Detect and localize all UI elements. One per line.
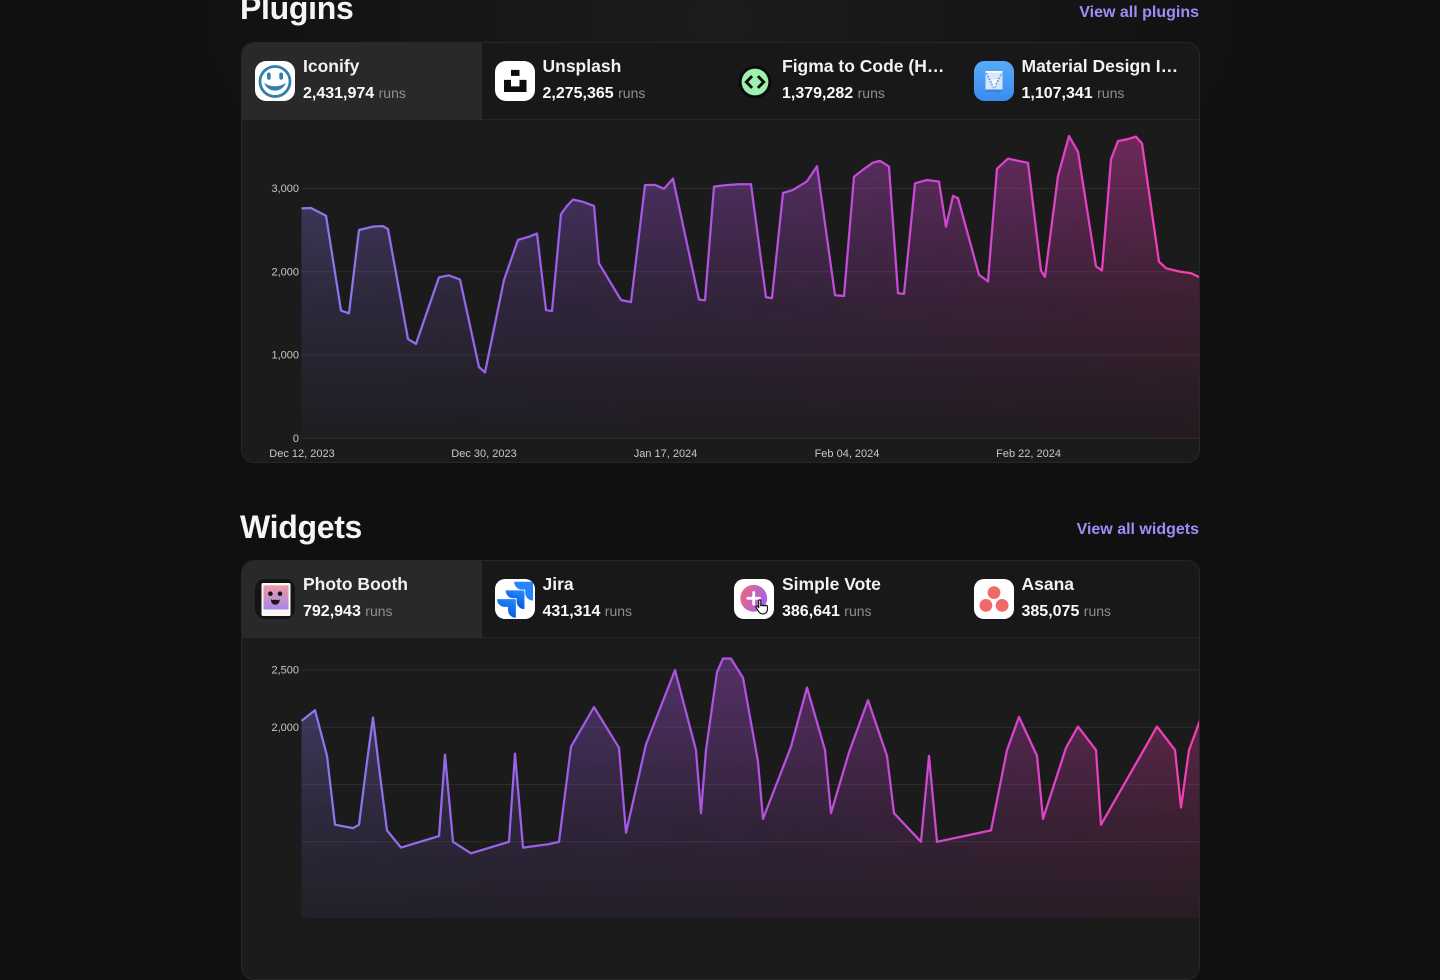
svg-text:1,000: 1,000 <box>271 350 299 362</box>
svg-text:Feb 22, 2024: Feb 22, 2024 <box>996 448 1061 460</box>
svg-text:2,500: 2,500 <box>271 665 299 677</box>
svg-text:Jan 17, 2024: Jan 17, 2024 <box>634 448 698 460</box>
svg-text:2,000: 2,000 <box>271 266 299 278</box>
svg-text:0: 0 <box>293 433 299 445</box>
svg-text:Dec 30, 2023: Dec 30, 2023 <box>451 448 516 460</box>
svg-text:Feb 04, 2024: Feb 04, 2024 <box>815 448 880 460</box>
svg-text:2,000: 2,000 <box>271 722 299 734</box>
svg-text:Dec 12, 2023: Dec 12, 2023 <box>269 448 334 460</box>
svg-text:3,000: 3,000 <box>271 183 299 195</box>
